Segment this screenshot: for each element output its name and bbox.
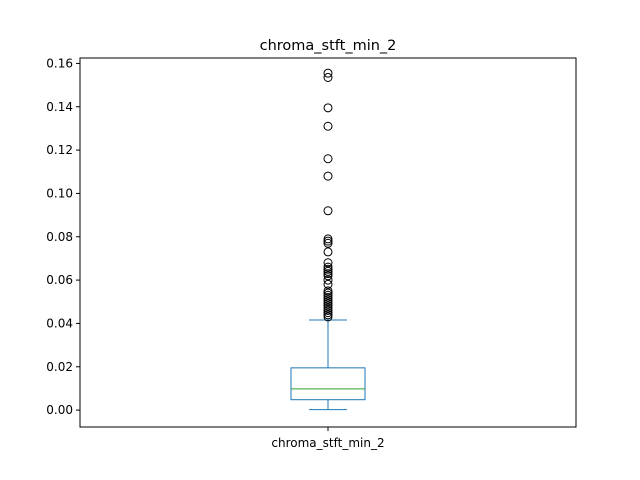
outlier-point bbox=[323, 312, 333, 322]
outlier-point bbox=[323, 258, 333, 268]
outlier-point bbox=[323, 308, 333, 318]
outlier-point bbox=[323, 247, 333, 257]
outlier-point bbox=[323, 206, 333, 216]
iqr-box bbox=[290, 367, 366, 401]
y-tick-label: 0.10 bbox=[46, 186, 73, 200]
outlier-point bbox=[323, 68, 333, 78]
y-tick-label: 0.06 bbox=[46, 273, 73, 287]
outlier-point bbox=[323, 295, 333, 305]
outlier-point bbox=[323, 305, 333, 315]
y-tick-label: 0.02 bbox=[46, 360, 73, 374]
outlier-point bbox=[323, 303, 333, 313]
y-tick-label: 0.16 bbox=[46, 56, 73, 70]
outlier-point bbox=[323, 264, 333, 274]
outlier-point bbox=[323, 271, 333, 281]
outlier-point bbox=[323, 310, 333, 320]
outlier-point bbox=[323, 269, 333, 279]
outlier-point bbox=[323, 262, 333, 272]
outlier-point bbox=[323, 73, 333, 83]
outlier-point bbox=[323, 121, 333, 131]
x-tick-label: chroma_stft_min_2 bbox=[271, 436, 384, 450]
outlier-point bbox=[323, 286, 333, 296]
outlier-point bbox=[323, 279, 333, 289]
outlier-point bbox=[323, 297, 333, 307]
plot-axes: 0.00 0.02 0.04 0.06 0.08 0.10 0.12 0.14 0.16 chro… bbox=[46, 56, 577, 450]
y-tick-label: 0.08 bbox=[46, 230, 73, 244]
outlier-point bbox=[323, 266, 333, 276]
outlier-point bbox=[323, 236, 333, 246]
outlier-point bbox=[323, 299, 333, 309]
y-tick-label: 0.00 bbox=[46, 403, 73, 417]
outlier-point bbox=[323, 301, 333, 311]
chart-title: chroma_stft_min_2 bbox=[260, 38, 397, 54]
y-tick-label: 0.04 bbox=[46, 316, 73, 330]
y-tick-label: 0.12 bbox=[46, 143, 73, 157]
y-tick-label: 0.14 bbox=[46, 100, 73, 114]
outlier-point bbox=[323, 154, 333, 164]
outlier-point bbox=[323, 275, 333, 285]
outlier-point bbox=[323, 238, 333, 248]
outlier-point bbox=[323, 292, 333, 302]
outlier-point bbox=[323, 290, 333, 300]
outlier-point bbox=[323, 288, 333, 298]
outlier-point bbox=[323, 171, 333, 181]
outlier-point bbox=[323, 234, 333, 244]
outlier-point bbox=[323, 103, 333, 113]
